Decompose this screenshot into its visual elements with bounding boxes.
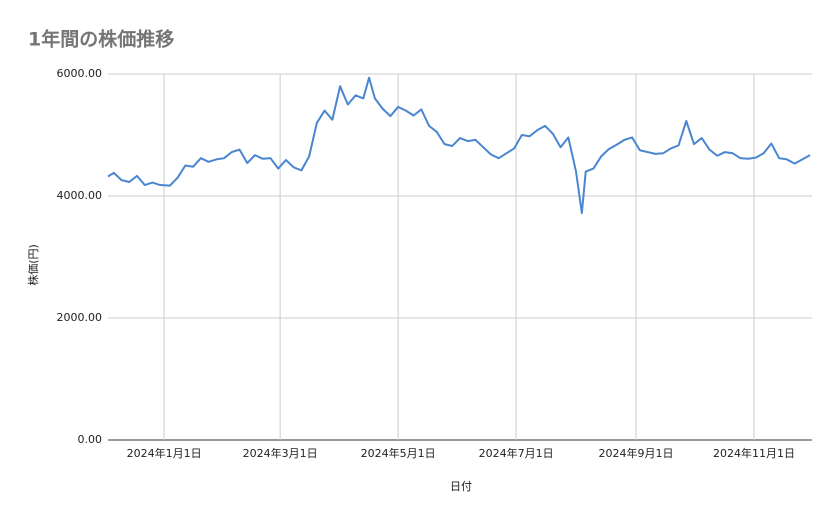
x-tick-label: 2024年7月1日 [479, 446, 554, 460]
x-tick-label: 2024年9月1日 [599, 446, 674, 460]
x-axis-title: 日付 [450, 480, 472, 493]
x-tick-label: 2024年11月1日 [713, 446, 795, 460]
y-axis-title: 株価(円) [26, 244, 40, 286]
series-line [107, 76, 811, 215]
x-tick-label: 2024年1月1日 [127, 446, 202, 460]
x-tick-label: 2024年5月1日 [361, 446, 436, 460]
y-tick-label: 2000.00 [57, 311, 103, 324]
y-tick-label: 0.00 [78, 433, 103, 446]
y-tick-label: 6000.00 [57, 67, 103, 80]
x-tick-label: 2024年3月1日 [243, 446, 318, 460]
chart-title: 1年間の株価推移 [28, 28, 174, 51]
y-tick-label: 4000.00 [57, 189, 103, 202]
